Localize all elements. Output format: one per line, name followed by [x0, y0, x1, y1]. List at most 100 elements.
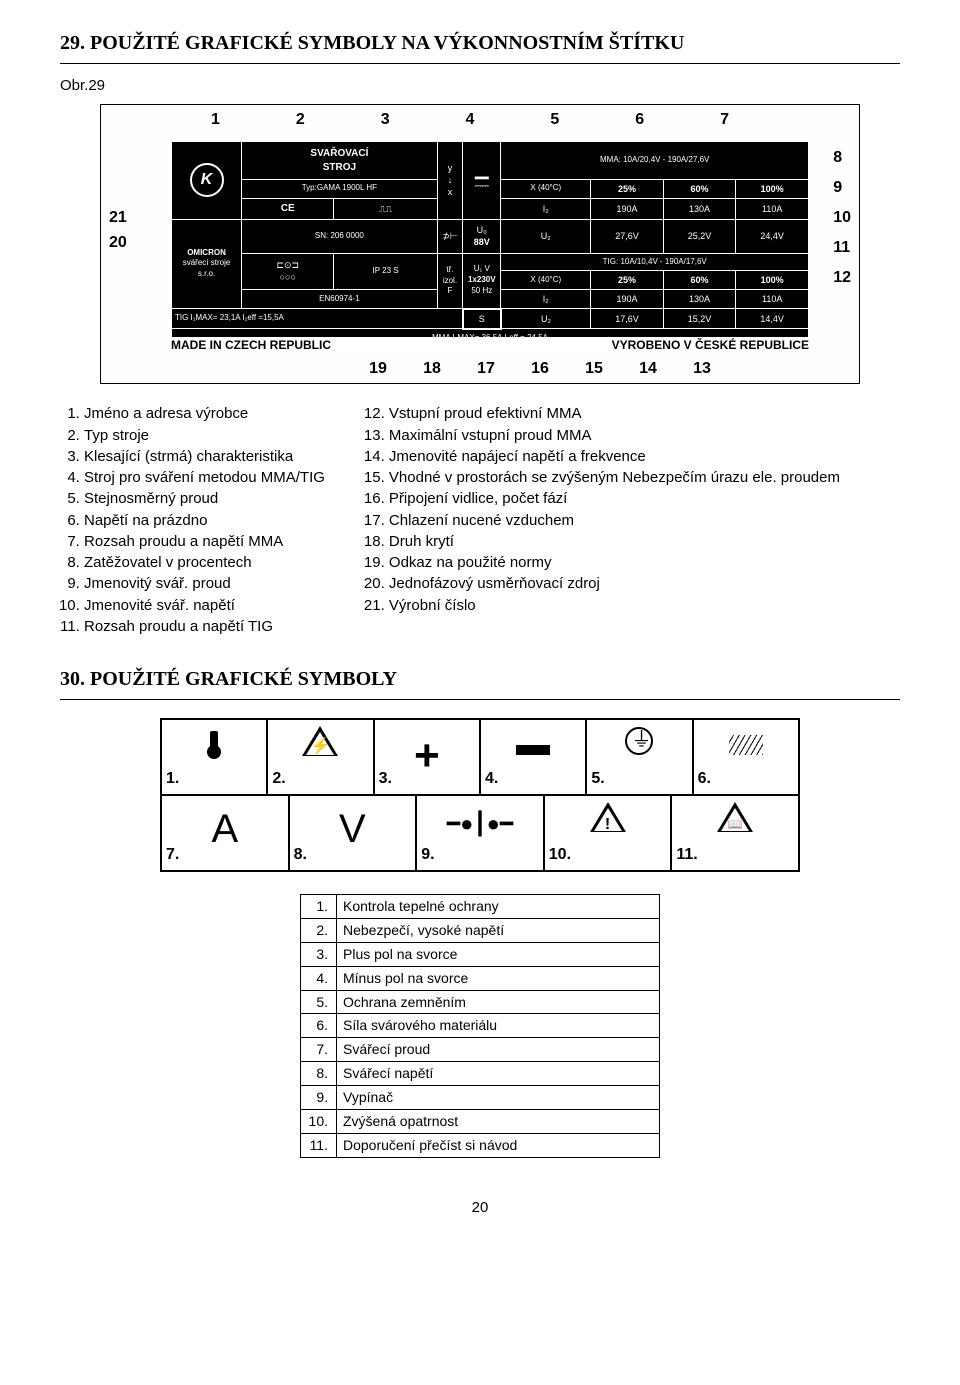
callout-4: 4: [466, 109, 475, 131]
legend-text: Mínus pol na svorce: [337, 966, 660, 990]
legend-text: Nebezpečí, vysoké napětí: [337, 918, 660, 942]
symbol-cell-1: 1.: [161, 719, 267, 795]
legend-text: Plus pol na svorce: [337, 942, 660, 966]
legend-num: 10.: [301, 1110, 337, 1134]
callout-5: 5: [550, 109, 559, 131]
callout-6: 6: [635, 109, 644, 131]
callout-3: 3: [381, 109, 390, 131]
legend-row: 11.Doporučení přečíst si návod: [301, 1133, 660, 1157]
legend-text: Vypínač: [337, 1086, 660, 1110]
legend-item: Typ stroje: [84, 426, 325, 446]
legend-item: Stejnosměrný proud: [84, 489, 325, 509]
u1-freq: 50 Hz: [471, 286, 492, 295]
legend-row: 4.Mínus pol na svorce: [301, 966, 660, 990]
symbol-glyph: ━●┃●━: [417, 802, 543, 843]
i2-label: I₂: [501, 198, 591, 219]
legend-item: Výrobní číslo: [389, 596, 840, 616]
legend-text: Síla svárového materiálu: [337, 1014, 660, 1038]
page-number: 20: [60, 1198, 900, 1218]
legend-text: Zvýšená opatrnost: [337, 1110, 660, 1134]
callout-13: 13: [693, 358, 711, 380]
type-label: Typ:GAMA 1900L HF: [242, 179, 438, 198]
mma-u2-25: 27,6V: [591, 219, 664, 253]
legend-list-left: Jméno a adresa výrobceTyp strojeKlesajíc…: [60, 404, 325, 638]
legend-num: 11.: [301, 1133, 337, 1157]
symbol-glyph: A: [162, 802, 288, 856]
u2-label: U₂: [501, 219, 591, 253]
symbol-num: 4.: [485, 768, 498, 790]
madein-en: MADE IN CZECH REPUBLIC: [171, 337, 331, 353]
u0-label: U₀: [477, 225, 487, 235]
legend-row: 8.Svářecí napětí: [301, 1062, 660, 1086]
symbol-num: 2.: [272, 768, 285, 790]
symbol-num: 6.: [698, 768, 711, 790]
standard: EN60974-1: [242, 290, 438, 309]
symbol-glyph: [481, 726, 585, 767]
pc60-2: 60%: [663, 271, 736, 290]
pc60: 60%: [663, 179, 736, 198]
legend-item: Jmenovité napájecí napětí a frekvence: [389, 447, 840, 467]
tig-range: TIG: 10A/10,4V - 190A/17,6V: [501, 253, 809, 270]
symbol-glyph: +: [375, 726, 479, 785]
legend-num: 3.: [301, 942, 337, 966]
mma-u2-100: 24,4V: [736, 219, 809, 253]
tig-u2-25: 17,6V: [591, 309, 664, 329]
u1-value: 1x230V: [468, 275, 496, 284]
callout-14: 14: [639, 358, 657, 380]
legend-row: 9.Vypínač: [301, 1086, 660, 1110]
legend-text: Ochrana zemněním: [337, 990, 660, 1014]
symbol-cell-9: ━●┃●━9.: [416, 795, 544, 871]
symbol-cell-7: A7.: [161, 795, 289, 871]
pc25: 25%: [591, 179, 664, 198]
pc100: 100%: [736, 179, 809, 198]
tig-i2-100: 110A: [736, 290, 809, 309]
symbol-glyph: V: [290, 802, 416, 856]
legend-item: Maximální vstupní proud MMA: [389, 426, 840, 446]
heading-rule: [60, 63, 900, 64]
i2-2: I₂: [501, 290, 591, 309]
x40c-2: X (40°C): [501, 271, 591, 290]
pc25-2: 25%: [591, 271, 664, 290]
legend-row: 10.Zvýšená opatrnost: [301, 1110, 660, 1134]
legend-item: Odkaz na použité normy: [389, 553, 840, 573]
legend-item: Jednofázový usměrňovací zdroj: [389, 574, 840, 594]
callout-2: 2: [296, 109, 305, 131]
symbol-cell-5: 5.: [586, 719, 692, 795]
legend-num: 9.: [301, 1086, 337, 1110]
heading-rule-2: [60, 699, 900, 700]
legend-columns: Jméno a adresa výrobceTyp strojeKlesajíc…: [60, 404, 900, 638]
tig-i2-60: 130A: [663, 290, 736, 309]
legend-item: Klesající (strmá) charakteristika: [84, 447, 325, 467]
symbol-glyph: ⚡: [268, 726, 372, 768]
mma-range: MMA: 10A/20,4V - 190A/27,6V: [501, 142, 809, 180]
symbol-num: 1.: [166, 768, 179, 790]
legend-row: 1.Kontrola tepelné ochrany: [301, 895, 660, 919]
mma-i2-100: 110A: [736, 198, 809, 219]
symbol-num: 5.: [591, 768, 604, 790]
brand-sub: svářecí stroje: [183, 258, 231, 267]
callout-15: 15: [585, 358, 603, 380]
s-mark: S: [463, 309, 501, 329]
x40c-1: X (40°C): [501, 179, 591, 198]
symbol-cell-8: V8.: [289, 795, 417, 871]
legend-num: 7.: [301, 1038, 337, 1062]
tig-i2-25: 190A: [591, 290, 664, 309]
legend-item: Připojení vidlice, počet fází: [389, 489, 840, 509]
tig-u2-60: 15,2V: [663, 309, 736, 329]
legend-text: Doporučení přečíst si návod: [337, 1133, 660, 1157]
mma-u2-60: 25,2V: [663, 219, 736, 253]
callout-10: 10: [833, 207, 851, 229]
legend-num: 5.: [301, 990, 337, 1014]
nameplate-figure: 1234567 89101112 2120 19181716151413 K S…: [100, 104, 860, 384]
legend-item: Napětí na prázdno: [84, 511, 325, 531]
section30-heading: 30. POUŽITÉ GRAFICKÉ SYMBOLY: [60, 666, 900, 693]
symbol-cell-11: 📖11.: [671, 795, 799, 871]
plate-title1: SVAŘOVACÍ: [310, 148, 368, 159]
symbol-num: 9.: [421, 844, 434, 866]
legend-num: 8.: [301, 1062, 337, 1086]
mma-i2-60: 130A: [663, 198, 736, 219]
symbol-glyph: [162, 726, 266, 767]
legend-num: 2.: [301, 918, 337, 942]
legend-item: Jmenovitý svář. proud: [84, 574, 325, 594]
callout-17: 17: [477, 358, 495, 380]
